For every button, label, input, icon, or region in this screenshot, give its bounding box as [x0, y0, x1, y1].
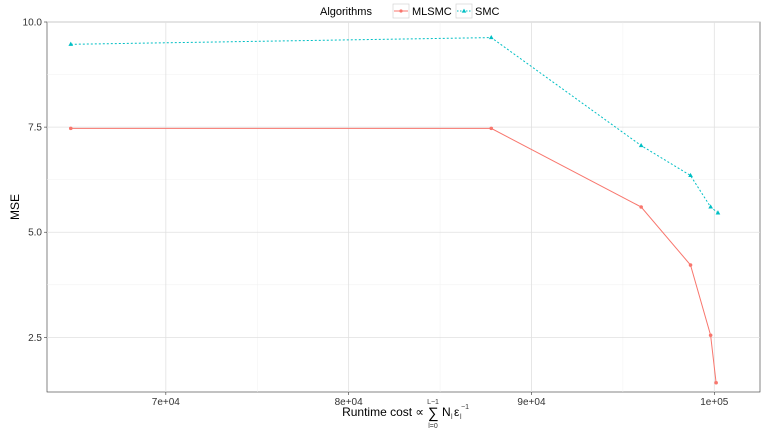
x-axis-title-sum-lower: l=0	[428, 423, 438, 430]
y-tick-label: 7.5	[28, 123, 42, 134]
x-tick-label: 9e+04	[517, 397, 546, 408]
plot-panel	[46, 21, 761, 393]
point-smc	[715, 210, 721, 215]
y-tick-label: 10.0	[23, 18, 43, 29]
y-tick-label: 5.0	[28, 228, 42, 239]
point-smc	[708, 204, 713, 209]
legend-key-smc	[455, 3, 473, 19]
x-axis-title: Runtime cost ∝ ∑ L−1 l=0 N l ε l −1	[342, 399, 469, 430]
legend-label-mlsmc: MLSMC	[412, 6, 452, 18]
point-smc	[638, 143, 644, 148]
x-axis-title-sum: ∑	[428, 405, 439, 422]
series-layer	[68, 34, 721, 385]
x-tick-label: 7e+04	[152, 397, 181, 408]
y-axis-title: MSE	[8, 194, 22, 220]
legend-title: Algorithms	[320, 6, 372, 18]
x-axis-title-term-base: N	[442, 405, 451, 419]
x-axis-title-term-exp: −1	[461, 404, 469, 411]
point-mlsmc	[708, 333, 713, 338]
point-mlsmc	[489, 126, 494, 131]
x-axis-title-sum-upper: L−1	[427, 399, 439, 406]
point-mlsmc	[714, 380, 718, 385]
point-smc	[488, 34, 494, 40]
point-mlsmc	[639, 205, 643, 209]
x-axis-title-term-eps-sub: l	[460, 414, 462, 421]
point-smc	[68, 41, 74, 46]
point-smc	[688, 172, 693, 178]
grid-lines	[47, 21, 760, 392]
x-tick-label: 8e+04	[335, 397, 364, 408]
point-mlsmc	[688, 263, 693, 267]
point-mlsmc	[68, 126, 73, 131]
x-axis-title-text: Runtime cost ∝	[342, 405, 424, 419]
x-axis-title-term-sub: l	[451, 414, 453, 421]
series-line-mlsmc	[70, 127, 717, 383]
x-axis-title-term-eps: ε	[454, 405, 460, 419]
legend: Algorithms MLSMC SMC	[320, 3, 500, 19]
tick-labels: 7e+04 8e+04 9e+04 1e+05 2.5 5.0 7.5 10.0	[23, 18, 729, 409]
y-tick-label: 2.5	[28, 333, 42, 344]
legend-label-smc: SMC	[475, 6, 500, 18]
legend-key-mlsmc	[392, 3, 410, 19]
x-tick-label: 1e+05	[700, 397, 729, 408]
